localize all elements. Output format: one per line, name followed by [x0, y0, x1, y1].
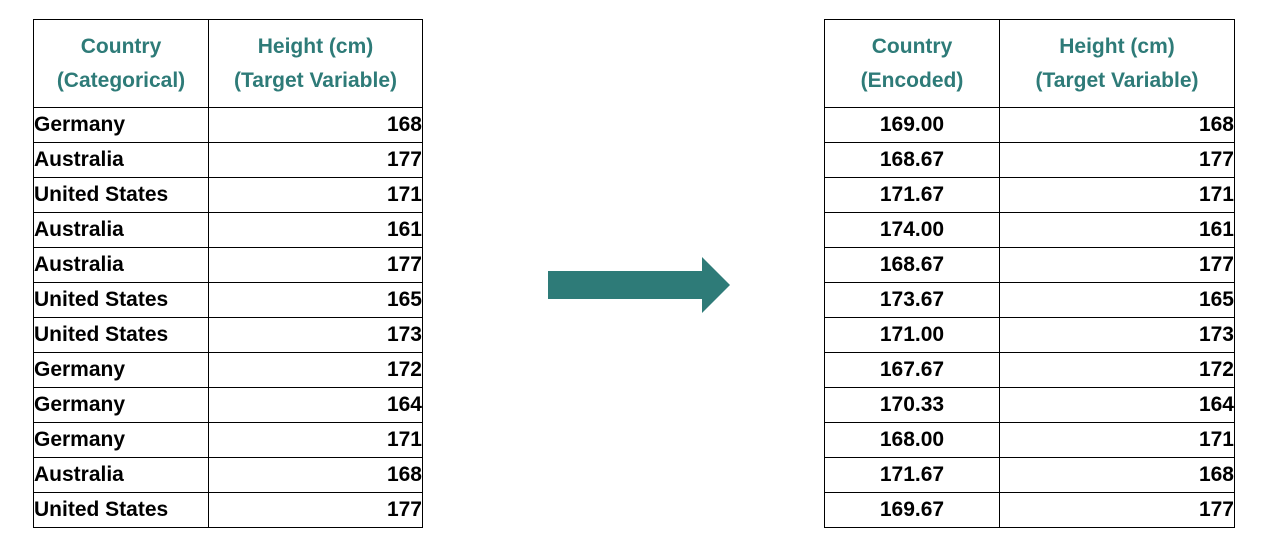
country-cell: Germany	[33, 422, 209, 458]
header-line: (Target Variable)	[234, 68, 397, 92]
country-categorical-header: Country (Categorical)	[33, 19, 209, 108]
table-row: Australia 168	[33, 457, 423, 493]
country-cell: United States	[33, 317, 209, 353]
height-cell: 165	[999, 282, 1235, 318]
table-row: United States 173	[33, 317, 423, 353]
height-cell: 161	[208, 212, 423, 248]
table-row: Australia 177	[33, 247, 423, 283]
header-line: Height (cm)	[1059, 34, 1175, 58]
country-cell: Australia	[33, 212, 209, 248]
header-row: Country (Encoded) Height (cm) (Target Va…	[824, 19, 1235, 108]
table-row: 171.67 168	[824, 457, 1235, 493]
height-target-header: Height (cm) (Target Variable)	[208, 19, 423, 108]
height-cell: 177	[999, 247, 1235, 283]
height-cell: 168	[208, 457, 423, 493]
table-row: United States 171	[33, 177, 423, 213]
country-cell: Australia	[33, 142, 209, 178]
header-line: Country	[80, 34, 162, 58]
table-row: 167.67 172	[824, 352, 1235, 388]
encoded-value-cell: 168.00	[824, 422, 1000, 458]
height-cell: 171	[999, 177, 1235, 213]
table-row: 171.00 173	[824, 317, 1235, 353]
header-line: Country	[871, 34, 953, 58]
height-cell: 177	[208, 492, 423, 528]
country-cell: United States	[33, 492, 209, 528]
encoded-value-cell: 171.00	[824, 317, 1000, 353]
country-cell: Australia	[33, 247, 209, 283]
encoded-value-cell: 170.33	[824, 387, 1000, 423]
table-row: 168.67 177	[824, 142, 1235, 178]
height-cell: 161	[999, 212, 1235, 248]
encoded-value-cell: 173.67	[824, 282, 1000, 318]
table-row: Germany 164	[33, 387, 423, 423]
encoded-value-cell: 169.67	[824, 492, 1000, 528]
height-cell: 171	[208, 422, 423, 458]
country-cell: Germany	[33, 107, 209, 143]
encoded-value-cell: 167.67	[824, 352, 1000, 388]
height-cell: 171	[208, 177, 423, 213]
table-row: 168.00 171	[824, 422, 1235, 458]
height-cell: 177	[999, 492, 1235, 528]
encoded-value-cell: 168.67	[824, 247, 1000, 283]
encoded-value-cell: 171.67	[824, 457, 1000, 493]
encoded-value-cell: 174.00	[824, 212, 1000, 248]
encoded-value-cell: 168.67	[824, 142, 1000, 178]
encoded-value-cell: 169.00	[824, 107, 1000, 143]
table-row: 173.67 165	[824, 282, 1235, 318]
table-row: United States 165	[33, 282, 423, 318]
height-cell: 165	[208, 282, 423, 318]
categorical-table: Country (Categorical) Height (cm) (Targe…	[33, 19, 423, 528]
table-row: 170.33 164	[824, 387, 1235, 423]
encoded-value-cell: 171.67	[824, 177, 1000, 213]
height-cell: 177	[999, 142, 1235, 178]
height-target-header: Height (cm) (Target Variable)	[999, 19, 1235, 108]
country-cell: Germany	[33, 387, 209, 423]
height-cell: 177	[208, 247, 423, 283]
header-line: (Encoded)	[860, 68, 964, 92]
height-cell: 168	[208, 107, 423, 143]
table-row: 169.67 177	[824, 492, 1235, 528]
table-row: 169.00 168	[824, 107, 1235, 143]
header-line: Height (cm)	[257, 34, 374, 58]
height-cell: 172	[208, 352, 423, 388]
table-row: 171.67 171	[824, 177, 1235, 213]
height-cell: 171	[999, 422, 1235, 458]
country-cell: United States	[33, 282, 209, 318]
height-cell: 173	[999, 317, 1235, 353]
height-cell: 168	[999, 107, 1235, 143]
country-cell: Germany	[33, 352, 209, 388]
height-cell: 177	[208, 142, 423, 178]
height-cell: 172	[999, 352, 1235, 388]
table-row: United States 177	[33, 492, 423, 528]
table-row: Germany 171	[33, 422, 423, 458]
encoded-table: Country (Encoded) Height (cm) (Target Va…	[824, 19, 1235, 528]
height-cell: 164	[999, 387, 1235, 423]
table-row: Germany 172	[33, 352, 423, 388]
table-row: Germany 168	[33, 107, 423, 143]
header-line: (Target Variable)	[1035, 68, 1199, 92]
table-row: Australia 161	[33, 212, 423, 248]
height-cell: 173	[208, 317, 423, 353]
right-arrow-icon-graphic	[548, 257, 730, 313]
table-row: 168.67 177	[824, 247, 1235, 283]
country-encoded-header: Country (Encoded)	[824, 19, 1000, 108]
table-row: Australia 177	[33, 142, 423, 178]
header-row: Country (Categorical) Height (cm) (Targe…	[33, 19, 423, 108]
header-line: (Categorical)	[56, 68, 186, 92]
country-cell: Australia	[33, 457, 209, 493]
table-row: 174.00 161	[824, 212, 1235, 248]
country-cell: United States	[33, 177, 209, 213]
height-cell: 164	[208, 387, 423, 423]
height-cell: 168	[999, 457, 1235, 493]
right-arrow-icon	[548, 257, 730, 313]
